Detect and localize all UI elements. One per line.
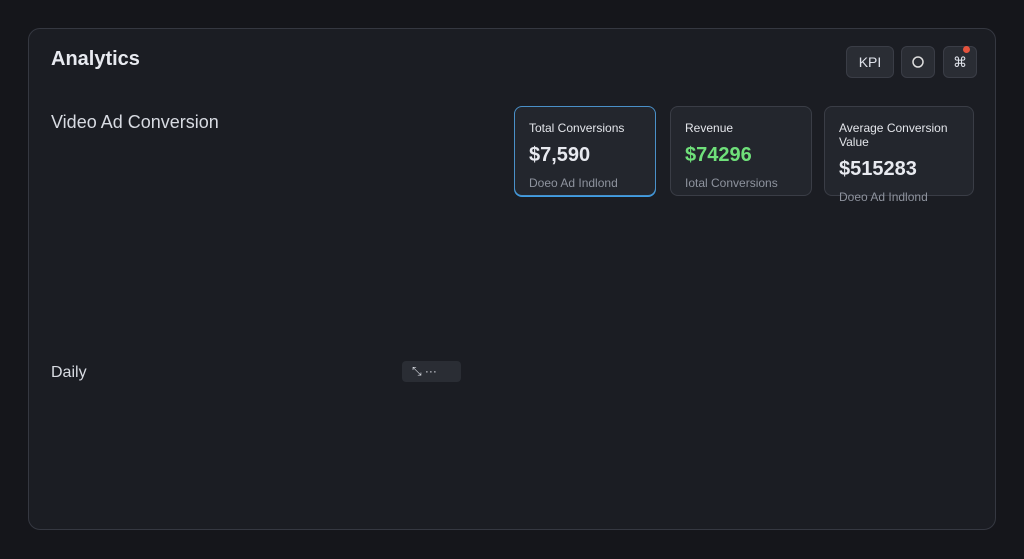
settings-button[interactable]: ⌘ — [943, 46, 977, 78]
kpi-card: Total Conversions $7,590 Doeo Ad Indlond — [514, 106, 656, 196]
refresh-button[interactable]: 0001200100016001800020090016001800205080… — [901, 46, 935, 78]
page-title: Analytics — [51, 48, 140, 70]
kpi-value: $74296 — [685, 144, 752, 166]
kpi-value: $515283 — [839, 158, 917, 180]
kpi-value: $7,590 — [529, 144, 591, 166]
kpi-sub: Iotal Conversions — [685, 176, 778, 190]
kpi-label: Total Conversions — [529, 121, 625, 135]
chart-tools[interactable] — [402, 361, 461, 382]
chart-title: Daily — [51, 364, 87, 381]
kpi-button[interactable]: KPI — [846, 46, 894, 78]
kpi-card: Average Conversion Value $515283 Doeo Ad I… — [824, 106, 974, 204]
chart-title: Video Ad Conversion — [51, 112, 219, 132]
kpi-sub: Doeo Ad Indlond — [529, 176, 618, 190]
kpi-label: Average Conversion Value — [839, 121, 948, 149]
kpi-label: Revenue — [685, 121, 734, 135]
kpi-card: Revenue $74296 Iotal Conversions — [670, 106, 812, 196]
kpi-sub: Doeo Ad Indlond — [839, 190, 928, 204]
tool-icon: ⤡ ··· — [412, 364, 437, 378]
